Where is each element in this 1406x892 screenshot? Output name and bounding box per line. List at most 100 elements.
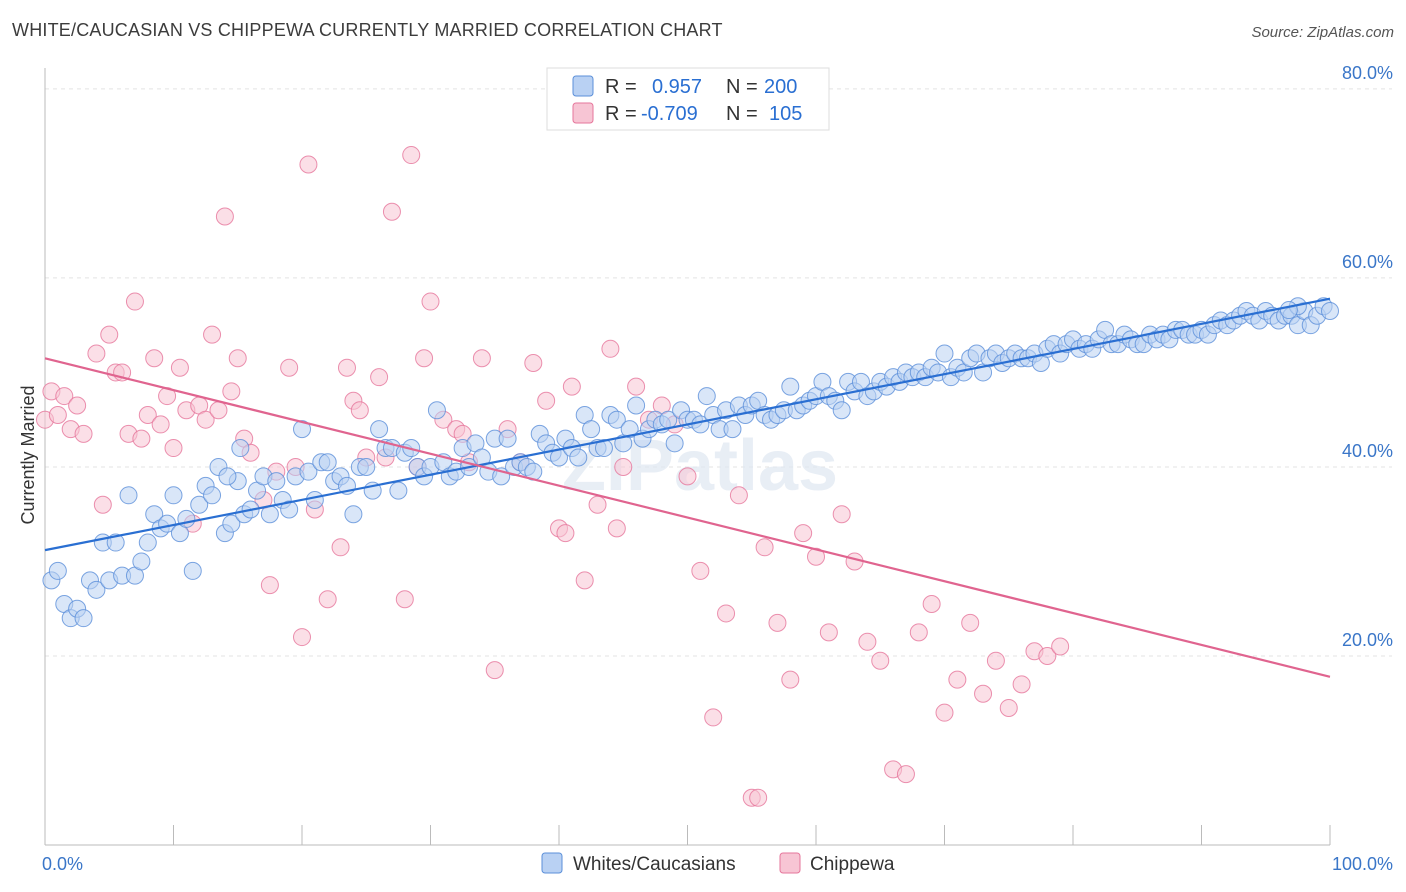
- chippewa-point: [627, 377, 646, 396]
- chippewa-point: [382, 202, 401, 221]
- whites-point: [231, 439, 250, 458]
- chippewa-point: [749, 788, 768, 807]
- whites-point: [620, 420, 639, 439]
- whites-point: [357, 457, 376, 476]
- chippewa-point: [691, 561, 710, 580]
- chippewa-point: [948, 670, 967, 689]
- legend-r-value-2: -0.709: [641, 103, 698, 125]
- chippewa-point: [170, 358, 189, 377]
- chippewa-point: [222, 382, 241, 401]
- whites-points: [42, 297, 1339, 628]
- chippewa-point: [729, 486, 748, 505]
- chippewa-point: [370, 368, 389, 387]
- chippewa-points: [36, 146, 1070, 807]
- y-tick-label: 80.0%: [1342, 63, 1393, 83]
- chippewa-point: [922, 594, 941, 613]
- y-tick-label: 20.0%: [1342, 630, 1393, 650]
- whites-point: [87, 580, 106, 599]
- legend-r-value-1: 0.957: [652, 76, 702, 98]
- whites-point: [627, 396, 646, 415]
- whites-point: [607, 410, 626, 429]
- chippewa-point: [151, 415, 170, 434]
- tick-labels: 20.0% 40.0% 60.0% 80.0% 0.0% 100.0%: [42, 63, 1393, 874]
- stats-legend: R = 0.957 N = 200 R = -0.709 N = 105: [546, 67, 830, 131]
- chippewa-point: [607, 519, 626, 538]
- chippewa-point: [55, 387, 74, 406]
- chippewa-point: [524, 353, 543, 372]
- whites-point: [832, 401, 851, 420]
- chippewa-point: [999, 698, 1018, 717]
- chippewa-point: [337, 358, 356, 377]
- bottom-legend-swatch-blue: [541, 852, 563, 874]
- whites-point: [344, 505, 363, 524]
- whites-point: [132, 552, 151, 571]
- legend-r-label-1: R =: [605, 76, 637, 98]
- whites-point: [218, 467, 237, 486]
- whites-point: [370, 420, 389, 439]
- chippewa-point: [68, 396, 87, 415]
- whites-point: [74, 609, 93, 628]
- bottom-legend-label-whites: Whites/Caucasians: [573, 854, 736, 875]
- whites-point: [106, 533, 125, 552]
- whites-point: [293, 420, 311, 439]
- chippewa-point: [562, 377, 581, 396]
- axes: [44, 68, 1331, 846]
- watermark: ZIPatlas: [562, 426, 838, 506]
- whites-point: [697, 387, 716, 406]
- chippewa-point: [871, 651, 890, 670]
- chippewa-point: [1038, 646, 1057, 665]
- chippewa-point: [209, 401, 228, 420]
- chippewa-point: [781, 670, 800, 689]
- chippewa-point: [858, 632, 877, 651]
- whites-point: [267, 472, 286, 491]
- whites-point: [781, 377, 800, 396]
- bottom-legend-label-chippewa: Chippewa: [810, 854, 895, 875]
- chippewa-point: [100, 325, 119, 344]
- chippewa-point: [164, 439, 183, 458]
- chippewa-point: [575, 571, 594, 590]
- chippewa-point: [819, 623, 838, 642]
- chippewa-point: [909, 623, 928, 642]
- chippewa-point: [588, 495, 607, 514]
- chippewa-point: [961, 613, 980, 632]
- chippewa-point: [1012, 675, 1031, 694]
- whites-point: [582, 420, 601, 439]
- whites-point: [183, 561, 202, 580]
- y-tick-label: 60.0%: [1342, 252, 1393, 272]
- whites-point: [190, 495, 209, 514]
- chippewa-point: [299, 155, 318, 174]
- whites-point: [935, 344, 954, 363]
- chippewa-point: [704, 708, 723, 727]
- chippewa-point: [678, 467, 697, 486]
- chippewa-point: [203, 325, 222, 344]
- chippewa-point: [415, 349, 434, 368]
- chippewa-point: [74, 424, 93, 443]
- whites-point: [594, 439, 613, 458]
- chippewa-point: [138, 405, 157, 424]
- whites-point: [164, 486, 183, 505]
- chippewa-point: [48, 405, 67, 424]
- y-axis-title: Currently Married: [18, 385, 38, 524]
- chippewa-point: [132, 429, 151, 448]
- source-label: Source: ZipAtlas.com: [1251, 24, 1394, 41]
- chippewa-point: [87, 344, 106, 363]
- chippewa-point: [228, 349, 247, 368]
- chart-title: WHITE/CAUCASIAN VS CHIPPEWA CURRENTLY MA…: [12, 20, 723, 40]
- whites-point: [305, 491, 324, 510]
- whites-point: [203, 486, 222, 505]
- chippewa-point: [614, 457, 633, 476]
- whites-point: [280, 500, 299, 519]
- bottom-legend-swatch-pink: [779, 852, 801, 874]
- grid-lines: [45, 88, 1392, 657]
- chippewa-point: [768, 613, 787, 632]
- chippewa-point: [832, 505, 851, 524]
- legend-n-value-1: 200: [764, 76, 797, 98]
- chippewa-point: [145, 349, 164, 368]
- chippewa-trend-line: [44, 357, 1331, 678]
- x-tick-label: 0.0%: [42, 854, 83, 874]
- chippewa-point: [125, 292, 144, 311]
- whites-point: [299, 462, 318, 481]
- legend-n-label-2: N =: [726, 103, 758, 125]
- chippewa-point: [260, 576, 279, 595]
